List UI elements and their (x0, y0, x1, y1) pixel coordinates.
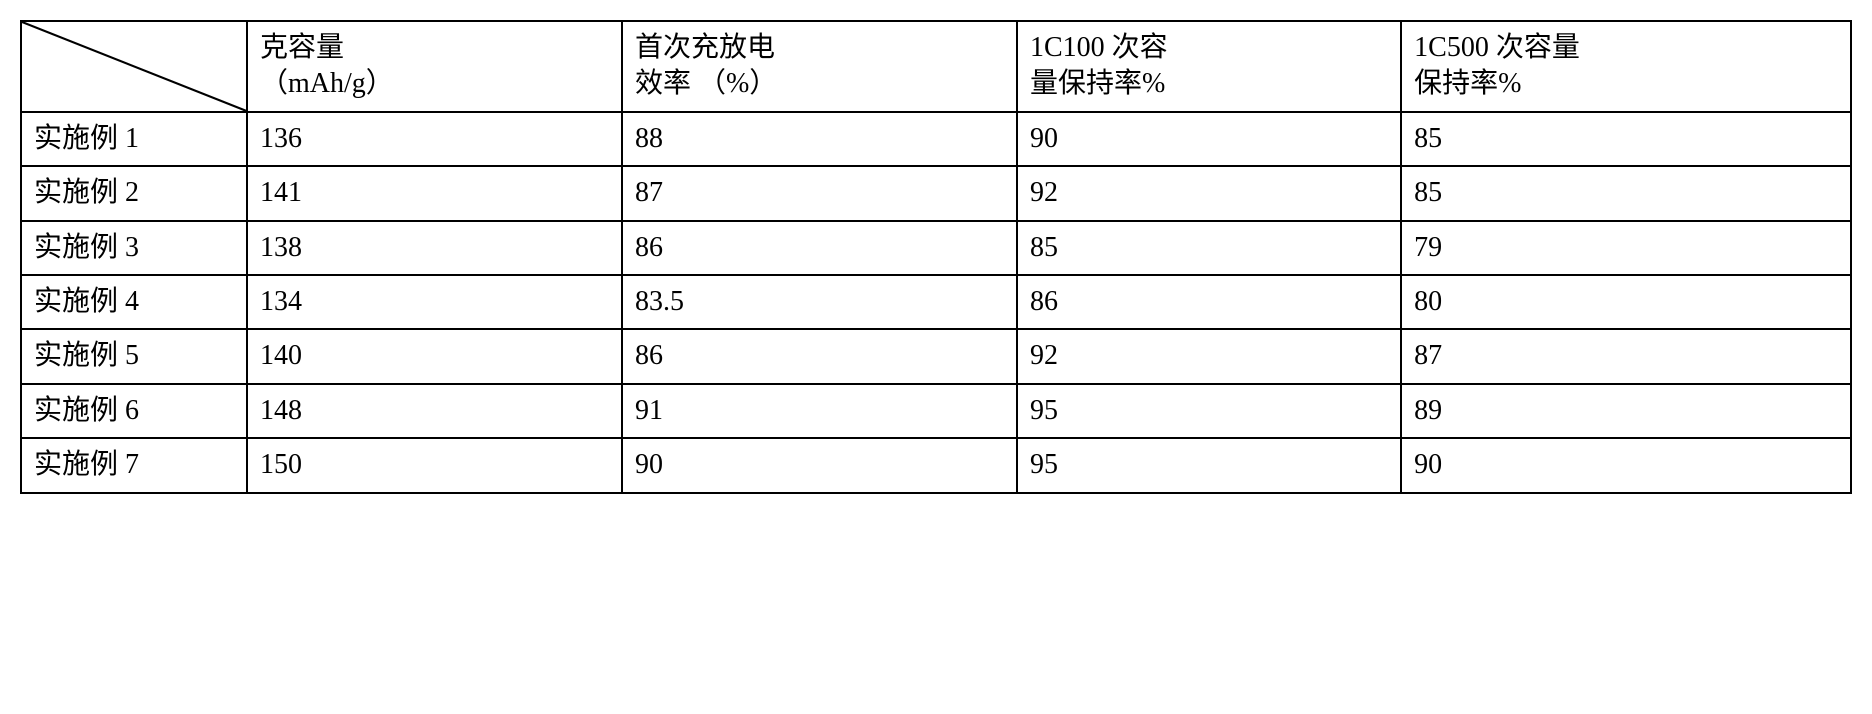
data-table: 克容量 （mAh/g） 首次充放电 效率 （%） 1C100 次容 量保持率% … (20, 20, 1852, 494)
data-cell: 138 (247, 221, 622, 275)
table-row: 实施例 1 136 88 90 85 (21, 112, 1851, 166)
header-text-line1: 1C100 次容 (1030, 32, 1168, 63)
data-cell: 80 (1401, 275, 1851, 329)
header-text-line1: 首次充放电 (635, 32, 775, 63)
data-cell: 86 (622, 221, 1017, 275)
data-cell: 79 (1401, 221, 1851, 275)
data-cell: 140 (247, 329, 622, 383)
data-cell: 88 (622, 112, 1017, 166)
data-cell: 85 (1017, 221, 1401, 275)
data-cell: 95 (1017, 438, 1401, 492)
table-row: 实施例 6 148 91 95 89 (21, 384, 1851, 438)
row-label-cell: 实施例 6 (21, 384, 247, 438)
diagonal-header-cell (21, 21, 247, 112)
header-text-line1: 1C500 次容量 (1414, 32, 1580, 63)
header-text-line2: （mAh/g） (260, 68, 394, 99)
table-row: 实施例 2 141 87 92 85 (21, 166, 1851, 220)
column-header-retention-100: 1C100 次容 量保持率% (1017, 21, 1401, 112)
data-cell: 86 (1017, 275, 1401, 329)
data-cell: 136 (247, 112, 622, 166)
column-header-retention-500: 1C500 次容量 保持率% (1401, 21, 1851, 112)
table-row: 实施例 4 134 83.5 86 80 (21, 275, 1851, 329)
data-cell: 89 (1401, 384, 1851, 438)
data-cell: 87 (1401, 329, 1851, 383)
data-cell: 92 (1017, 329, 1401, 383)
data-cell: 150 (247, 438, 622, 492)
table-row: 实施例 7 150 90 95 90 (21, 438, 1851, 492)
column-header-capacity: 克容量 （mAh/g） (247, 21, 622, 112)
data-cell: 148 (247, 384, 622, 438)
data-cell: 134 (247, 275, 622, 329)
table-row: 实施例 3 138 86 85 79 (21, 221, 1851, 275)
data-cell: 141 (247, 166, 622, 220)
data-cell: 92 (1017, 166, 1401, 220)
data-cell: 90 (1017, 112, 1401, 166)
diagonal-line-icon (22, 22, 246, 111)
data-cell: 85 (1401, 112, 1851, 166)
row-label-cell: 实施例 3 (21, 221, 247, 275)
data-cell: 86 (622, 329, 1017, 383)
data-cell: 90 (1401, 438, 1851, 492)
header-text-line2: 保持率% (1414, 68, 1521, 99)
row-label-cell: 实施例 1 (21, 112, 247, 166)
header-text-line2: 量保持率% (1030, 68, 1165, 99)
data-cell: 85 (1401, 166, 1851, 220)
data-cell: 91 (622, 384, 1017, 438)
row-label-cell: 实施例 5 (21, 329, 247, 383)
data-cell: 90 (622, 438, 1017, 492)
table-header-row: 克容量 （mAh/g） 首次充放电 效率 （%） 1C100 次容 量保持率% … (21, 21, 1851, 112)
row-label-cell: 实施例 4 (21, 275, 247, 329)
data-cell: 87 (622, 166, 1017, 220)
data-cell: 83.5 (622, 275, 1017, 329)
column-header-efficiency: 首次充放电 效率 （%） (622, 21, 1017, 112)
table-row: 实施例 5 140 86 92 87 (21, 329, 1851, 383)
table-body: 实施例 1 136 88 90 85 实施例 2 141 87 92 85 实施… (21, 112, 1851, 493)
header-text-line2: 效率 （%） (635, 68, 777, 99)
row-label-cell: 实施例 7 (21, 438, 247, 492)
header-text-line1: 克容量 (260, 32, 344, 63)
row-label-cell: 实施例 2 (21, 166, 247, 220)
data-cell: 95 (1017, 384, 1401, 438)
